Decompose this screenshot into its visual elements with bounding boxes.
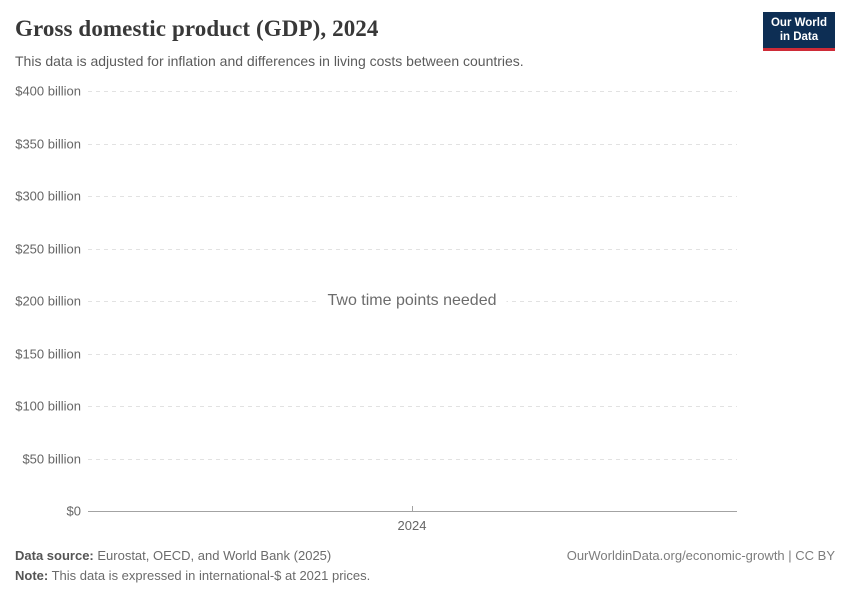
chart-subtitle: This data is adjusted for inflation and …: [15, 53, 524, 69]
x-axis-tick-mark: [412, 506, 413, 511]
x-axis-line: [88, 511, 737, 512]
note-label: Note:: [15, 568, 49, 583]
gridline: [88, 249, 737, 250]
y-axis-tick-label: $350 billion: [15, 136, 81, 152]
y-axis-tick-label: $400 billion: [15, 83, 81, 99]
owid-logo-line2: in Data: [779, 31, 819, 44]
gridline: [88, 196, 737, 197]
y-axis-tick-label: $300 billion: [15, 188, 81, 204]
y-axis-tick-label: $200 billion: [15, 293, 81, 309]
data-source-value: Eurostat, OECD, and World Bank (2025): [93, 548, 332, 563]
gridline: [88, 459, 737, 460]
empty-state-message: Two time points needed: [317, 290, 507, 312]
owid-logo[interactable]: Our World in Data: [762, 12, 835, 51]
y-axis-tick-label: $150 billion: [15, 346, 81, 362]
y-axis-tick-label: $50 billion: [22, 451, 81, 467]
owid-citation-link[interactable]: OurWorldinData.org/economic-growth | CC …: [566, 548, 835, 563]
y-axis-tick-label: $250 billion: [15, 241, 81, 257]
note-value: This data is expressed in international-…: [48, 568, 371, 583]
gridline: [88, 406, 737, 407]
y-axis-tick-label: $100 billion: [15, 398, 81, 414]
data-source-line: Data source: Eurostat, OECD, and World B…: [15, 548, 331, 563]
data-source-label: Data source:: [15, 548, 94, 563]
gridline: [88, 354, 737, 355]
note-line: Note: This data is expressed in internat…: [15, 568, 370, 583]
gridline: [88, 144, 737, 145]
y-axis-tick-label: $0: [66, 503, 81, 519]
owid-logo-line1: Our World: [770, 17, 827, 29]
gridline: [88, 91, 737, 92]
page-title: Gross domestic product (GDP), 2024: [15, 16, 379, 41]
x-axis-tick-label: 2024: [397, 518, 427, 533]
